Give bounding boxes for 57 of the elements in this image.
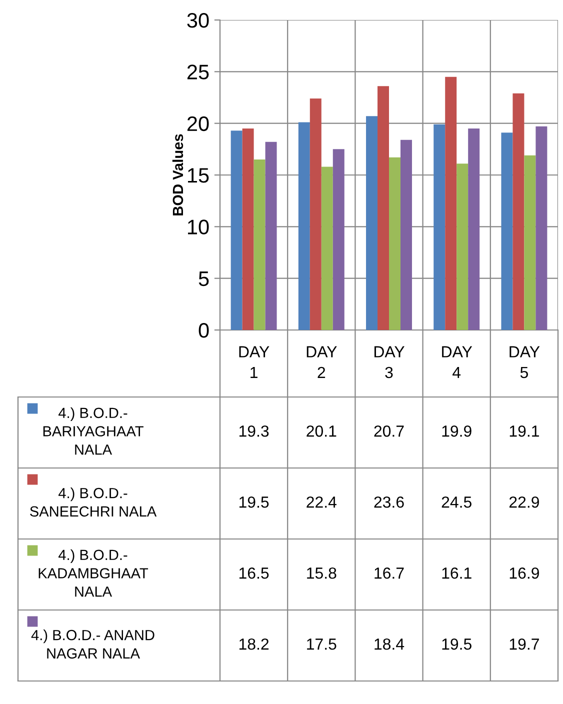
bar: [310, 98, 322, 330]
bar: [298, 122, 310, 330]
data-label: 24.5: [442, 496, 472, 508]
x-tick-label: DAY 3: [374, 346, 404, 378]
bar: [321, 166, 333, 330]
bar: [332, 149, 344, 330]
bar: [400, 140, 412, 330]
y-tick-label: 0: [198, 323, 209, 338]
bar: [501, 132, 513, 330]
data-label: 16.9: [510, 567, 539, 579]
bar: [524, 155, 536, 330]
x-tick-label: DAY 1: [239, 346, 270, 378]
data-label: 22.9: [509, 496, 539, 508]
bar: [366, 116, 378, 330]
data-label: 19.1: [510, 425, 539, 437]
x-tick-label: DAY 5: [510, 346, 540, 378]
data-label: 19.3: [239, 425, 269, 437]
bar: [230, 130, 242, 330]
x-tick-label: DAY 4: [442, 346, 472, 378]
y-tick-label: 25: [187, 64, 209, 80]
data-label: 19.9: [442, 425, 472, 437]
y-tick-label: 30: [187, 13, 209, 28]
y-tick-label: 20: [187, 116, 209, 132]
data-label: 18.2: [239, 638, 269, 650]
data-label: 16.5: [239, 567, 269, 579]
legend-label: 4.) B.O.D.- ANAND NAGAR NALA: [31, 630, 154, 659]
bar: [536, 126, 548, 330]
data-label: 15.8: [307, 567, 336, 579]
bar: [254, 160, 266, 330]
bar: [242, 128, 254, 330]
legend-label: 4.) B.O.D.- KADAMBGHAAT NALA: [38, 549, 148, 597]
bar: [389, 157, 400, 330]
data-label: 20.7: [374, 425, 404, 437]
y-tick-label: 5: [198, 272, 209, 286]
data-label: 16.7: [374, 567, 404, 579]
y-tick-label: 10: [188, 220, 209, 234]
bar: [468, 128, 480, 330]
data-label: 19.5: [442, 638, 472, 650]
bar: [378, 86, 389, 330]
data-label: 17.5: [307, 638, 336, 650]
y-axis-title: BOD Values: [172, 134, 184, 216]
data-label: 23.6: [374, 496, 404, 508]
x-tick-label: DAY 2: [306, 346, 337, 378]
y-tick-label: 15: [188, 168, 209, 183]
bar: [456, 164, 468, 330]
bar: [265, 142, 277, 330]
bar: [512, 93, 524, 330]
data-label: 19.5: [239, 496, 269, 508]
data-label: 18.4: [374, 638, 404, 650]
data-label: 19.7: [510, 638, 539, 650]
bar: [434, 124, 446, 330]
data-label: 22.4: [306, 496, 336, 508]
data-label: 20.1: [306, 425, 336, 437]
bar: [445, 76, 457, 330]
legend-label: 4.) B.O.D.- BARIYAGHAAT NALA: [43, 407, 144, 455]
legend-label: 4.) B.O.D.- SANEECHRI NALA: [30, 488, 157, 517]
data-label: 16.1: [442, 567, 472, 579]
